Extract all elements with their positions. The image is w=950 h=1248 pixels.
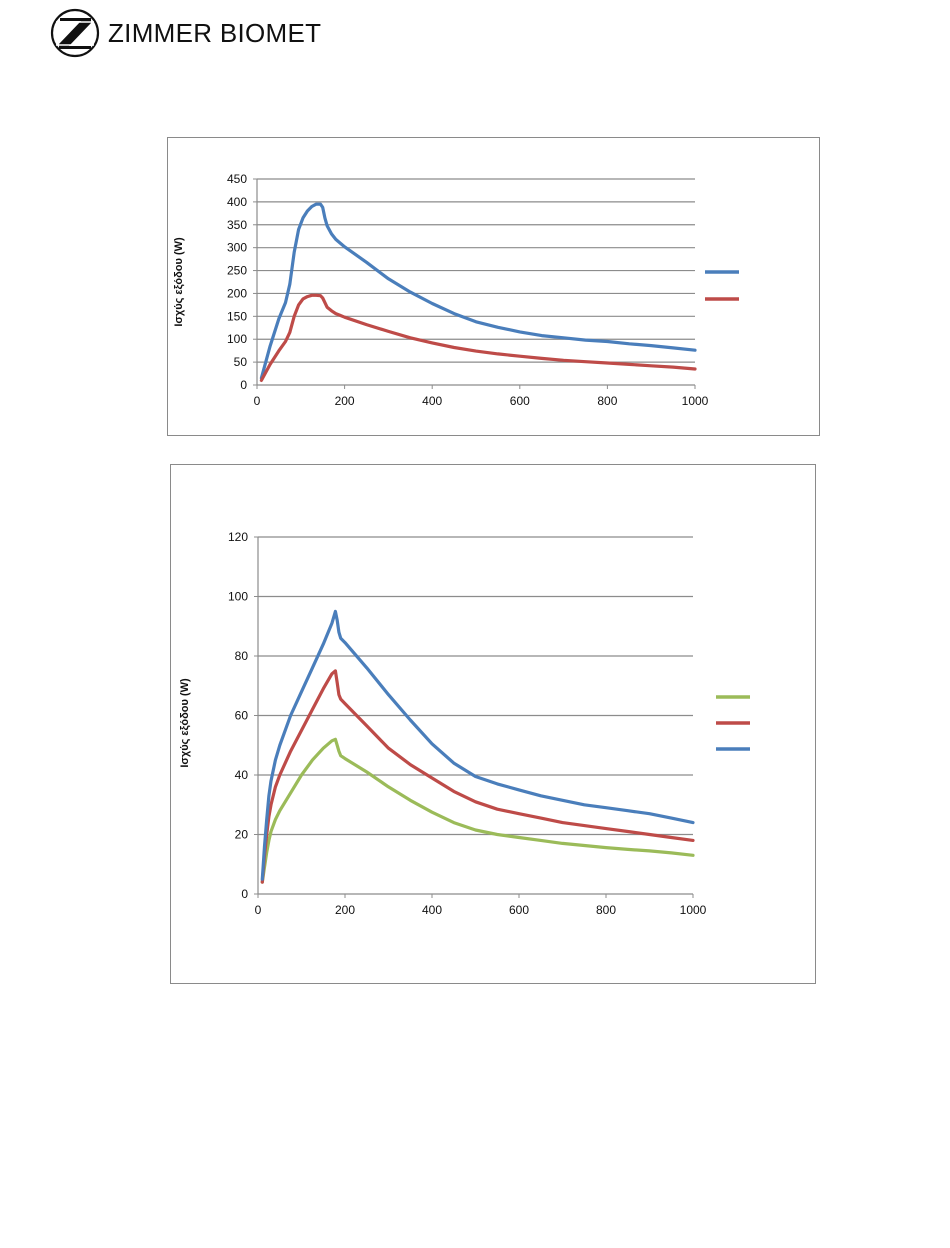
c1-x-tick-label: 200 <box>335 394 355 408</box>
c1-y-tick-label: 200 <box>227 286 247 300</box>
chart-power-output-1: 0 50 100 150 200 250 300 350 400 450 0 200 400 600 800… <box>167 137 820 436</box>
c1-series-line-1 <box>259 202 697 380</box>
c1-series-line-2 <box>259 293 697 382</box>
c1-y-tick-label: 250 <box>227 264 247 278</box>
c2-y-axis-label: Ισχύς εξόδου (W) <box>179 678 191 768</box>
c2-x-tick-label: 400 <box>422 903 442 917</box>
c2-series-line-2 <box>260 669 695 884</box>
c2-x-tick-label: 1000 <box>680 903 707 917</box>
c2-y-tick-label: 20 <box>235 828 249 842</box>
zimmer-z-logo-icon <box>50 8 100 58</box>
c2-series-line-3 <box>260 609 695 881</box>
c2-x-tick-label: 0 <box>255 903 262 917</box>
c1-y-tick-label: 100 <box>227 332 247 346</box>
chart-2-svg: 0 20 40 60 80 100 120 0 200 400 600 800 1000 Ισχύς εξ… <box>179 530 750 917</box>
c1-y-tick-label: 350 <box>227 218 247 232</box>
brand-header: ZIMMER BIOMET <box>50 8 321 58</box>
c1-y-tick-label: 450 <box>227 172 247 186</box>
c2-y-tick-label: 40 <box>235 768 249 782</box>
c2-y-tick-label: 100 <box>228 590 248 604</box>
c2-x-tick-label: 800 <box>596 903 616 917</box>
c2-y-tick-label: 120 <box>228 530 248 544</box>
c1-x-tick-label: 1000 <box>682 394 709 408</box>
brand-name: ZIMMER BIOMET <box>108 17 322 48</box>
c2-y-tick-label: 60 <box>235 709 249 723</box>
c1-y-tick-label: 300 <box>227 241 247 255</box>
c1-y-tick-label: 150 <box>227 309 247 323</box>
c1-x-tick-label: 800 <box>597 394 617 408</box>
chart-power-output-2: 0 20 40 60 80 100 120 0 200 400 600 800 1000 Ισχύς εξ… <box>170 464 816 984</box>
c1-x-tick-label: 600 <box>510 394 530 408</box>
c2-y-tick-label: 80 <box>235 649 249 663</box>
c2-x-tick-label: 200 <box>335 903 355 917</box>
c2-y-tick-label: 0 <box>241 887 248 901</box>
c1-y-tick-label: 400 <box>227 195 247 209</box>
c2-x-tick-label: 600 <box>509 903 529 917</box>
chart-1-svg: 0 50 100 150 200 250 300 350 400 450 0 200 400 600 800… <box>173 172 739 408</box>
c1-y-tick-label: 0 <box>240 378 247 392</box>
c2-series-line-1 <box>260 737 695 884</box>
c1-x-tick-label: 0 <box>254 394 261 408</box>
c1-y-tick-label: 50 <box>234 355 248 369</box>
c1-y-axis-label: Ισχύς εξόδου (W) <box>173 237 185 327</box>
c1-x-tick-label: 400 <box>422 394 442 408</box>
